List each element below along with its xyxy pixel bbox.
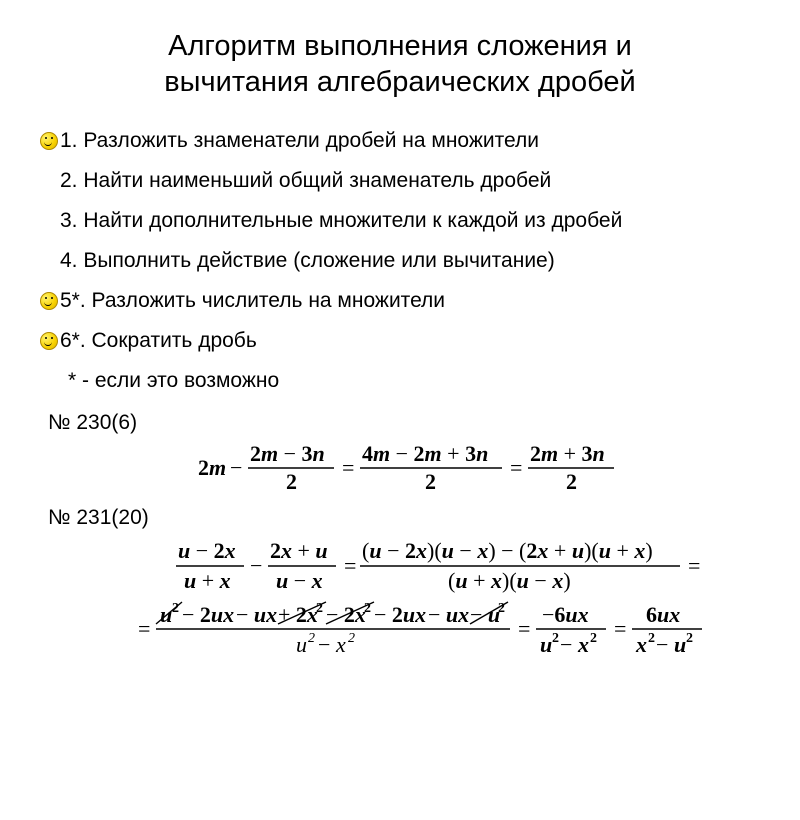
svg-text:2: 2 <box>498 601 505 616</box>
step-item: 2. Найти наименьший общий знаменатель др… <box>38 169 772 193</box>
svg-text:2m − 3n: 2m − 3n <box>250 441 325 466</box>
svg-text:x: x <box>635 632 647 657</box>
svg-text:=: = <box>614 616 626 641</box>
smiley-icon <box>38 332 60 350</box>
svg-text:2: 2 <box>286 469 297 494</box>
svg-text:=: = <box>510 455 522 480</box>
svg-text:2: 2 <box>648 631 655 646</box>
svg-text:u − x: u − x <box>276 568 323 593</box>
svg-text:u: u <box>296 632 307 657</box>
svg-text:x: x <box>335 632 346 657</box>
title-line-2: вычитания алгебраических дробей <box>164 66 635 98</box>
svg-text:2: 2 <box>425 469 436 494</box>
step-list: 1. Разложить знаменатели дробей на множи… <box>38 129 772 353</box>
svg-text:2: 2 <box>308 631 315 646</box>
step-text: 4. Выполнить действие (сложение или вычи… <box>60 249 555 273</box>
svg-text:−: − <box>318 632 330 657</box>
svg-text:− ux: − ux <box>428 602 469 627</box>
svg-text:2: 2 <box>348 631 355 646</box>
svg-text:x: x <box>577 632 589 657</box>
svg-text:2: 2 <box>172 601 179 616</box>
step-item: 1. Разложить знаменатели дробей на множи… <box>38 129 772 153</box>
svg-text:u: u <box>540 632 552 657</box>
svg-text:u + x: u + x <box>184 568 231 593</box>
svg-text:u: u <box>674 632 686 657</box>
svg-text:2x + u: 2x + u <box>270 538 328 563</box>
svg-text:− ux: − ux <box>236 602 277 627</box>
svg-text:=: = <box>688 553 700 578</box>
svg-text:2m: 2m <box>198 455 226 480</box>
svg-text:− 2ux: − 2ux <box>374 602 426 627</box>
title-line-1: Алгоритм выполнения сложения и <box>168 30 632 62</box>
svg-text:2: 2 <box>552 631 559 646</box>
page-title: Алгоритм выполнения сложения и вычитания… <box>28 28 772 101</box>
svg-text:=: = <box>344 553 356 578</box>
step-text: 1. Разложить знаменатели дробей на множи… <box>60 129 539 153</box>
step-text: 2. Найти наименьший общий знаменатель др… <box>60 169 551 193</box>
svg-text:2: 2 <box>566 469 577 494</box>
svg-text:(u − 2x)(u − x) − (2x + u)(u +: (u − 2x)(u − x) − (2x + u)(u + x) <box>362 538 653 563</box>
exercise-label-1: № 230(6) <box>48 411 772 435</box>
smiley-icon <box>38 292 60 310</box>
exercise-label-2: № 231(20) <box>48 506 772 530</box>
step-text: 5*. Разложить числитель на множители <box>60 289 445 313</box>
svg-text:2m + 3n: 2m + 3n <box>530 441 605 466</box>
svg-text:−: − <box>250 553 262 578</box>
step-item: 6*. Сократить дробь <box>38 329 772 353</box>
svg-text:6ux: 6ux <box>646 602 680 627</box>
svg-text:u: u <box>160 602 172 627</box>
svg-text:−6ux: −6ux <box>542 602 589 627</box>
equation-231-20-line1: u − 2x u + x − 2x + u u − x = (u − 2x <box>28 536 772 598</box>
svg-text:=: = <box>518 616 530 641</box>
step-item: 4. Выполнить действие (сложение или вычи… <box>38 249 772 273</box>
step-item: 5*. Разложить числитель на множители <box>38 289 772 313</box>
equation-231-20-line2: = u 2 − 2ux − ux + 2x 2 <box>28 598 772 664</box>
svg-text:− 2ux: − 2ux <box>182 602 234 627</box>
smiley-icon <box>38 132 60 150</box>
equation-230-6: 2m − 2m − 3n 2 = 4m − 2m + 3n 2 = <box>28 441 772 496</box>
svg-text:=: = <box>138 616 150 641</box>
step-text: 3. Найти дополнительные множители к кажд… <box>60 209 622 233</box>
svg-text:2: 2 <box>686 631 693 646</box>
svg-text:4m − 2m + 3n: 4m − 2m + 3n <box>362 441 488 466</box>
svg-text:−: − <box>230 455 242 480</box>
svg-text:u − 2x: u − 2x <box>178 538 236 563</box>
svg-text:−: − <box>560 632 572 657</box>
step-item: 3. Найти дополнительные множители к кажд… <box>38 209 772 233</box>
svg-text:=: = <box>342 455 354 480</box>
svg-text:−: − <box>656 632 668 657</box>
svg-text:(u + x)(u − x): (u + x)(u − x) <box>448 568 571 593</box>
step-text: 6*. Сократить дробь <box>60 329 257 353</box>
footnote: * - если это возможно <box>68 369 772 393</box>
svg-text:2: 2 <box>590 631 597 646</box>
